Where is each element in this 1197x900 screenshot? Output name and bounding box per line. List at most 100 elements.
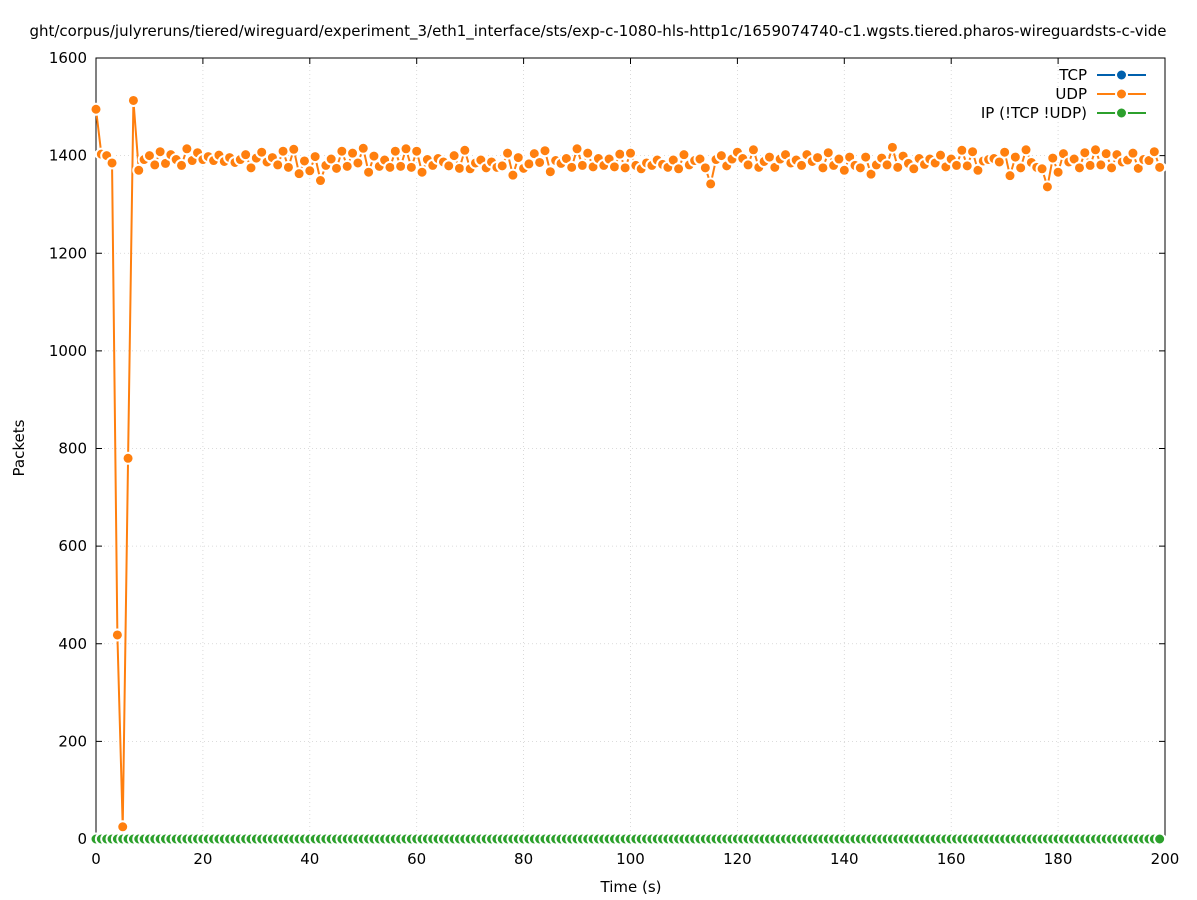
data-point [346, 146, 360, 160]
data-point [442, 159, 456, 173]
data-point [506, 168, 520, 182]
data-point [410, 144, 424, 158]
data-point [955, 143, 969, 157]
legend-marker [1115, 87, 1128, 101]
data-point [303, 164, 317, 178]
data-point [1147, 145, 1161, 159]
series-line [95, 100, 1161, 827]
data-point [864, 167, 878, 181]
data-point [458, 143, 472, 157]
legend-label: IP (!TCP !UDP) [981, 104, 1087, 122]
data-point [276, 144, 290, 158]
data-point [255, 145, 269, 159]
data-point [447, 149, 461, 163]
y-tick-label: 1000 [49, 342, 87, 360]
data-point [362, 165, 376, 179]
data-point [880, 158, 894, 172]
data-point [335, 144, 349, 158]
data-point [607, 160, 621, 174]
data-point [570, 142, 584, 156]
data-point [452, 161, 466, 175]
data-point [351, 156, 365, 170]
data-point [1019, 143, 1033, 157]
y-tick-label: 600 [58, 537, 87, 555]
data-point [153, 145, 167, 159]
data-point [1072, 161, 1086, 175]
data-point [565, 160, 579, 174]
data-point [522, 157, 536, 171]
legend-entry: UDP [1055, 85, 1146, 103]
data-point [175, 158, 189, 172]
series-2 [89, 832, 1167, 846]
data-point [714, 149, 728, 163]
data-point [821, 146, 835, 160]
x-tick-label: 140 [830, 850, 859, 868]
y-axis-label: Packets [10, 419, 28, 476]
data-point [388, 144, 402, 158]
data-point [180, 142, 194, 156]
data-point [501, 146, 515, 160]
series-layer [89, 93, 1167, 846]
data-point [292, 167, 306, 181]
data-point [271, 158, 285, 172]
y-tick-label: 1200 [49, 244, 87, 262]
data-point [998, 145, 1012, 159]
data-point [677, 148, 691, 162]
x-tick-label: 200 [1151, 850, 1180, 868]
data-point [795, 158, 809, 172]
data-point [1003, 169, 1017, 183]
data-point [832, 152, 846, 166]
data-point [1153, 832, 1167, 846]
data-point [885, 140, 899, 154]
x-tick-label: 40 [300, 850, 319, 868]
data-point [383, 160, 397, 174]
data-point [132, 163, 146, 177]
data-point [367, 149, 381, 163]
data-point [1153, 160, 1167, 174]
data-point [624, 146, 637, 160]
data-point [859, 150, 873, 164]
data-point [581, 146, 595, 160]
data-point [837, 163, 851, 177]
chart-title: ght/corpus/julyreruns/tiered/wireguard/e… [29, 22, 1166, 41]
data-point [313, 174, 327, 188]
data-point [399, 142, 413, 156]
data-point [244, 161, 258, 175]
data-point [992, 155, 1006, 169]
data-point [575, 158, 589, 172]
x-tick-label: 100 [616, 850, 645, 868]
data-point [741, 158, 755, 172]
data-point [618, 161, 632, 175]
data-point [415, 165, 429, 179]
data-point [704, 177, 718, 191]
y-tick-label: 800 [58, 440, 87, 458]
data-point [105, 156, 119, 170]
legend-marker [1115, 106, 1128, 120]
data-point [1035, 162, 1049, 176]
data-point [816, 161, 830, 175]
data-point [1105, 161, 1119, 175]
data-point [404, 160, 418, 174]
y-tick-label: 0 [77, 830, 87, 848]
x-tick-label: 0 [91, 850, 101, 868]
data-point [672, 162, 686, 176]
data-point [1008, 150, 1022, 164]
x-tick-label: 60 [407, 850, 426, 868]
y-axis: 0 200 400 600 800 1000 1200 1400 1600 [49, 49, 1165, 848]
data-point [287, 142, 301, 156]
data-point [1094, 158, 1108, 172]
data-point [1051, 165, 1065, 179]
data-point [126, 93, 140, 107]
data-point [281, 160, 295, 174]
series-1 [89, 93, 1167, 834]
data-point [89, 102, 103, 116]
x-axis-label: Time (s) [600, 878, 662, 896]
data-point [613, 147, 627, 161]
data-point [356, 141, 370, 155]
data-point [811, 151, 825, 165]
data-point [1078, 146, 1092, 160]
data-point [891, 160, 905, 174]
data-point [511, 151, 525, 165]
